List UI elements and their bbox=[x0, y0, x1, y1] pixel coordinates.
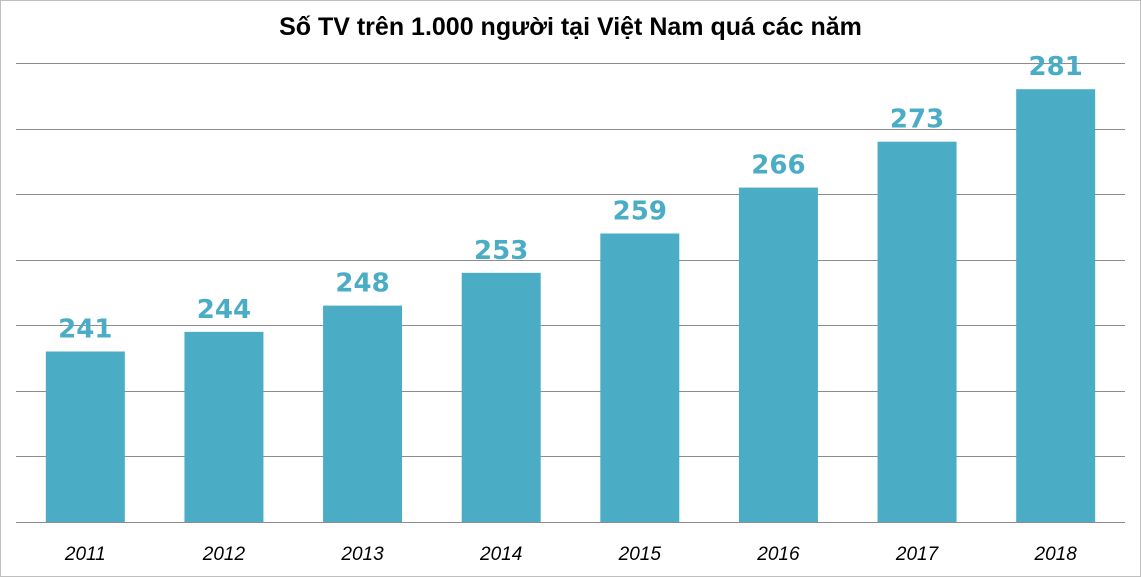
data-label-2012: 244 bbox=[197, 295, 251, 325]
data-label-2015: 259 bbox=[613, 196, 667, 226]
data-label-2011: 241 bbox=[58, 315, 112, 345]
chart-title: Số TV trên 1.000 người tại Việt Nam quá … bbox=[279, 13, 862, 41]
x-tick-label-2017: 2017 bbox=[895, 544, 940, 565]
data-labels: 241 244 248 253 259 266 273 281 bbox=[58, 52, 1083, 344]
bar-2015 bbox=[600, 233, 680, 522]
bar-2018 bbox=[1016, 89, 1096, 522]
data-label-2017: 273 bbox=[890, 105, 944, 135]
data-label-2016: 266 bbox=[751, 151, 805, 181]
x-tick-label-2016: 2016 bbox=[756, 544, 800, 565]
bar-2012 bbox=[184, 331, 264, 522]
bar-2014 bbox=[461, 272, 541, 522]
bar-2011 bbox=[45, 351, 125, 522]
bar-2017 bbox=[877, 141, 957, 522]
data-label-2014: 253 bbox=[474, 236, 528, 266]
bar-2013 bbox=[323, 305, 403, 522]
data-label-2018: 281 bbox=[1029, 52, 1083, 82]
x-tick-label-2013: 2013 bbox=[340, 544, 384, 565]
x-tick-label-2012: 2012 bbox=[202, 544, 246, 565]
x-tick-label-2014: 2014 bbox=[479, 544, 522, 565]
gridlines bbox=[16, 63, 1125, 523]
bars bbox=[45, 89, 1096, 523]
x-axis-tick-labels: 2011 2012 2013 2014 2015 2016 2017 2018 bbox=[64, 544, 1077, 565]
bar-2016 bbox=[738, 187, 818, 523]
x-tick-label-2011: 2011 bbox=[64, 544, 106, 565]
data-label-2013: 248 bbox=[335, 269, 389, 299]
x-tick-label-2018: 2018 bbox=[1034, 544, 1078, 565]
x-tick-label-2015: 2015 bbox=[618, 544, 662, 565]
